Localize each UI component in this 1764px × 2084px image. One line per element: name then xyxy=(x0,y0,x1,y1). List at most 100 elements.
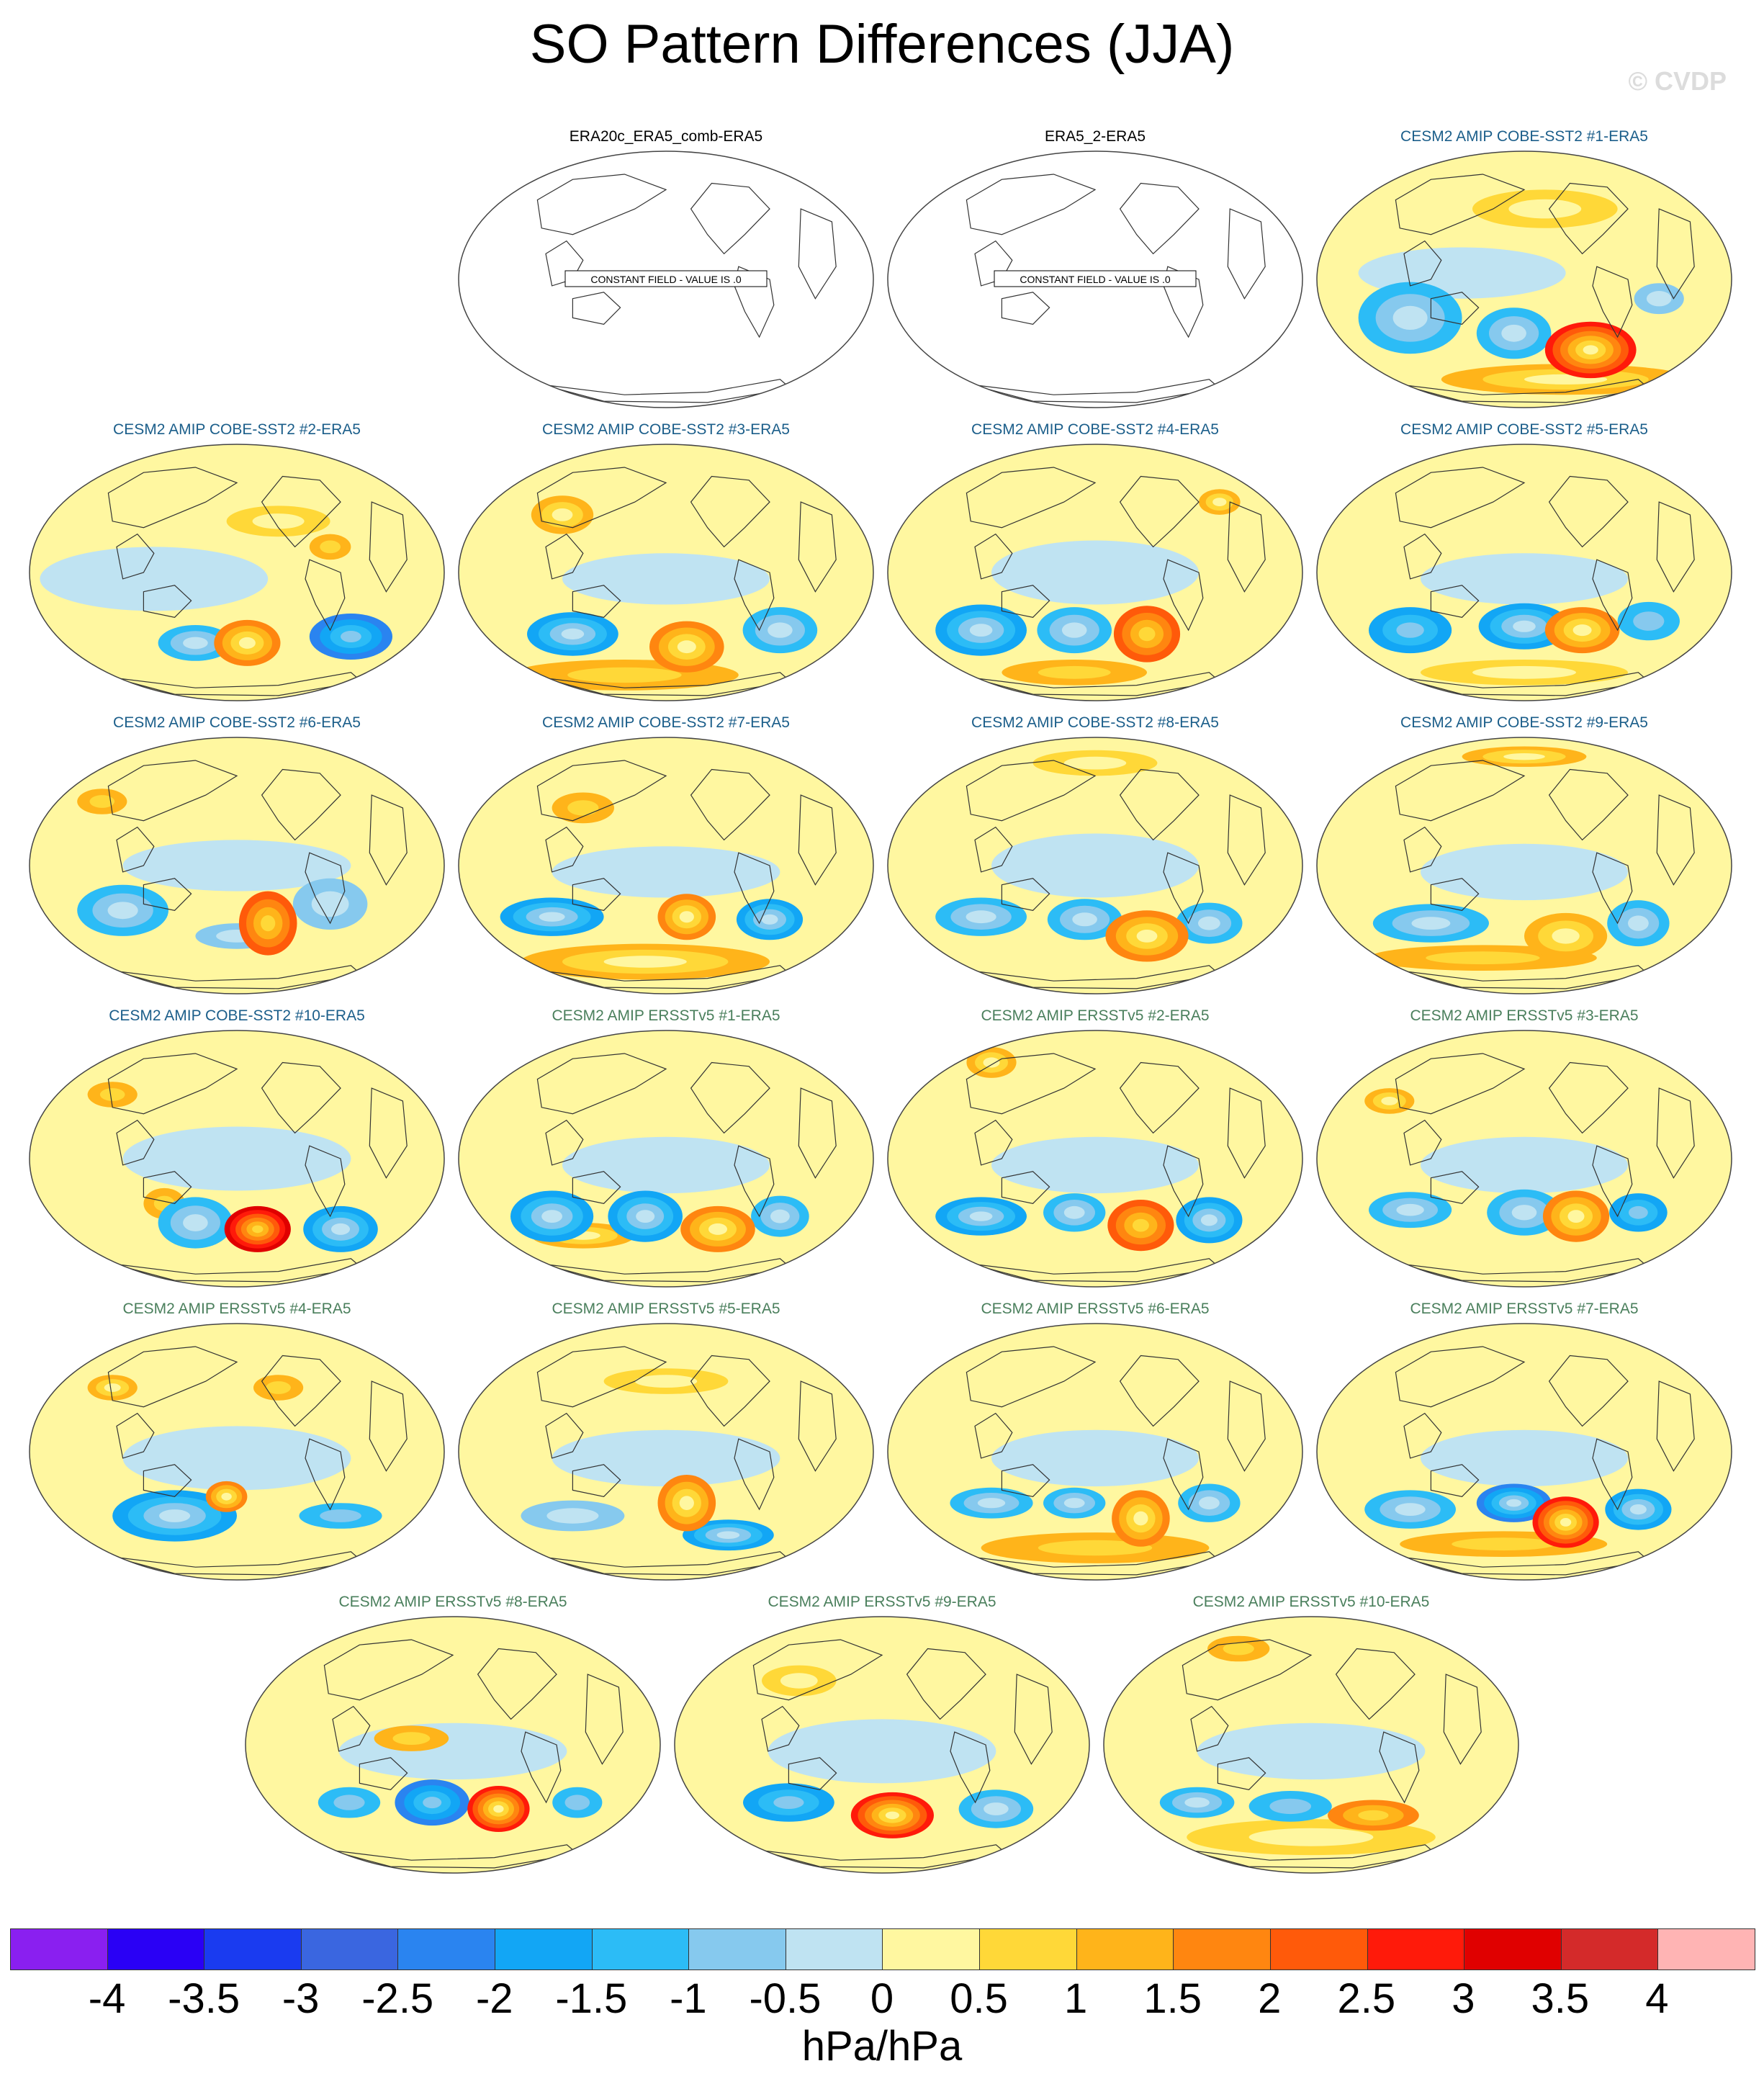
map-globe xyxy=(29,1030,445,1288)
map-globe xyxy=(887,1323,1303,1581)
positive-anomaly xyxy=(392,1732,431,1745)
positive-anomaly xyxy=(1583,345,1598,355)
coastline xyxy=(1592,1145,1633,1218)
coastline xyxy=(1119,182,1200,255)
coastline xyxy=(690,182,770,255)
map-globe xyxy=(29,737,445,994)
coastline xyxy=(1001,585,1050,618)
map-panel: CESM2 AMIP ERSSTv5 #4-ERA5 xyxy=(26,1301,448,1589)
coastline xyxy=(966,467,1097,529)
positive-anomaly xyxy=(238,637,256,649)
map-globe xyxy=(29,444,445,701)
coastline xyxy=(305,852,346,925)
coastline xyxy=(1592,1438,1633,1511)
map-globe xyxy=(887,737,1303,994)
colorbar-box xyxy=(301,1929,399,1970)
positive-anomaly xyxy=(1381,1097,1398,1105)
coastline xyxy=(1403,240,1442,287)
panel-title: CESM2 AMIP ERSSTv5 #2-ERA5 xyxy=(981,1007,1210,1024)
negative-anomaly xyxy=(1396,1203,1424,1216)
positive-anomaly xyxy=(1248,1828,1374,1846)
negative-anomaly xyxy=(562,553,770,605)
map-panel: CESM2 AMIP COBE-SST2 #3-ERA5 xyxy=(455,421,877,709)
coastline xyxy=(1227,1087,1266,1179)
coastline xyxy=(107,760,238,822)
positive-anomaly xyxy=(1136,930,1158,943)
coastline xyxy=(974,826,1013,873)
coastline xyxy=(1548,1355,1629,1427)
map-panel: CESM2 AMIP COBE-SST2 #8-ERA5 xyxy=(884,714,1306,1002)
coastline xyxy=(545,533,584,580)
coastline xyxy=(950,1731,991,1804)
map-panel: CESM2 AMIP ERSSTv5 #7-ERA5 xyxy=(1313,1301,1735,1589)
negative-anomaly xyxy=(1511,1205,1537,1221)
negative-anomaly xyxy=(546,1508,599,1524)
colorbar-tick-label: -2.5 xyxy=(361,1975,434,2022)
coastline xyxy=(974,240,1013,287)
negative-anomaly xyxy=(423,1797,442,1809)
coastline xyxy=(536,760,667,822)
coastline xyxy=(1395,1053,1526,1115)
globe-outline xyxy=(458,1030,874,1288)
colorbar-tick-label: 3 xyxy=(1452,1975,1475,2022)
positive-anomaly xyxy=(679,1496,694,1510)
colorbar-box xyxy=(1658,1929,1755,1970)
colorbar-box xyxy=(980,1929,1077,1970)
map-panel: CESM2 AMIP ERSSTv5 #8-ERA5 xyxy=(242,1594,664,1882)
positive-anomaly xyxy=(780,1673,818,1689)
negative-anomaly xyxy=(1506,1499,1521,1507)
positive-anomaly xyxy=(708,1223,727,1235)
positive-anomaly xyxy=(552,508,573,521)
map-panel: CESM2 AMIP COBE-SST2 #6-ERA5 xyxy=(26,714,448,1002)
map-globe xyxy=(1316,151,1732,408)
colorbar-tick-label: -2 xyxy=(475,1975,513,2022)
globe-outline xyxy=(1316,1030,1732,1288)
figure-title: SO Pattern Differences (JJA) xyxy=(529,14,1235,75)
map-globe xyxy=(458,1323,874,1581)
negative-anomaly xyxy=(1063,1205,1085,1219)
coastline xyxy=(974,533,1013,580)
coastline xyxy=(1001,878,1050,911)
map-panel: CESM2 AMIP COBE-SST2 #7-ERA5 xyxy=(455,714,877,1002)
coastline xyxy=(1656,1087,1695,1179)
coastline xyxy=(536,1053,667,1115)
negative-anomaly xyxy=(1063,1498,1085,1509)
coastline xyxy=(107,1346,238,1408)
coastline xyxy=(974,1119,1013,1166)
panel-title: CESM2 AMIP COBE-SST2 #1-ERA5 xyxy=(1400,128,1648,145)
negative-anomaly xyxy=(1411,917,1451,930)
negative-anomaly xyxy=(1061,622,1087,638)
coastline xyxy=(521,1731,562,1804)
coastline xyxy=(798,208,837,300)
map-globe xyxy=(887,444,1303,701)
coastline xyxy=(974,1412,1013,1459)
globe-outline xyxy=(1316,151,1732,408)
panel-title: CESM2 AMIP ERSSTv5 #9-ERA5 xyxy=(768,1594,996,1610)
coastline xyxy=(261,1061,341,1134)
coastline xyxy=(734,1438,775,1511)
positive-anomaly xyxy=(1063,756,1127,770)
map-panel: CESM2 AMIP ERSSTv5 #6-ERA5 xyxy=(884,1301,1306,1589)
coastline xyxy=(143,585,192,618)
map-globe xyxy=(458,1030,874,1288)
colorbar-tick-label: 2 xyxy=(1258,1975,1282,2022)
map-globe xyxy=(1316,737,1732,994)
coastline xyxy=(261,475,341,548)
constant-field-box xyxy=(994,270,1197,287)
map-panel: CESM2 AMIP ERSSTv5 #5-ERA5 xyxy=(455,1301,877,1589)
coastline xyxy=(1430,292,1480,325)
negative-anomaly xyxy=(183,1214,208,1231)
coastline xyxy=(369,794,408,886)
colorbar-box xyxy=(1076,1929,1174,1970)
positive-anomaly xyxy=(567,667,682,683)
coastline xyxy=(1548,1061,1629,1134)
globe-outline xyxy=(245,1616,661,1874)
coastline xyxy=(690,1061,770,1134)
map-panel: CESM2 AMIP COBE-SST2 #2-ERA5 xyxy=(26,421,448,709)
coastline xyxy=(690,475,770,548)
negative-anomaly xyxy=(773,1796,804,1809)
coastline xyxy=(906,1648,986,1720)
panel-title: CESM2 AMIP COBE-SST2 #9-ERA5 xyxy=(1400,714,1648,731)
positive-anomaly xyxy=(1567,1210,1585,1223)
globe-outline xyxy=(1316,1323,1732,1581)
